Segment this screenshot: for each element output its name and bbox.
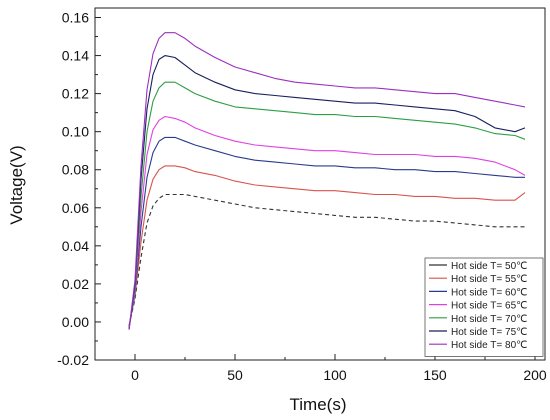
legend-label: Hot side T= 50℃ bbox=[451, 261, 527, 272]
legend-label: Hot side T= 75℃ bbox=[451, 327, 527, 338]
legend-label: Hot side T= 55℃ bbox=[451, 274, 527, 285]
y-tick-label: 0.14 bbox=[62, 48, 89, 64]
x-tick-label: 0 bbox=[131, 367, 139, 383]
x-tick-label: 50 bbox=[227, 367, 243, 383]
series-line-4 bbox=[128, 81, 526, 330]
legend-label: Hot side T= 65℃ bbox=[451, 301, 527, 312]
y-tick-label: 0.12 bbox=[62, 86, 89, 102]
axes-layer: 0 50 100 150 200 -0.02 0.00 0.02 0.04 0.06 0.08 0.1… bbox=[57, 7, 547, 383]
series-line-1 bbox=[128, 165, 526, 326]
plot-frame bbox=[94, 7, 546, 361]
series-layer bbox=[128, 32, 526, 330]
y-tick-label: 0.06 bbox=[62, 200, 89, 216]
y-axis-title: Voltage(V) bbox=[7, 145, 26, 224]
x-tick-label: 200 bbox=[523, 367, 547, 383]
y-tick-label: 0.10 bbox=[62, 124, 89, 140]
series-line-5 bbox=[128, 55, 526, 330]
legend: Hot side T= 50℃ Hot side T= 55℃ Hot side T… bbox=[424, 257, 544, 357]
series-line-6 bbox=[128, 32, 526, 330]
x-tick-label: 100 bbox=[323, 367, 347, 383]
legend-label: Hot side T= 80℃ bbox=[451, 340, 527, 351]
legend-label: Hot side T= 60℃ bbox=[451, 287, 527, 298]
y-tick-label: 0.08 bbox=[62, 162, 89, 178]
series-line-2 bbox=[128, 136, 525, 328]
x-axis-title: Time(s) bbox=[290, 395, 347, 414]
y-tick-label: -0.02 bbox=[57, 352, 89, 368]
y-tick-label: 0.16 bbox=[62, 10, 89, 26]
legend-box bbox=[424, 257, 544, 357]
y-tick-label: 0.02 bbox=[62, 276, 89, 292]
y-tick-label: 0.00 bbox=[62, 314, 89, 330]
series-line-3 bbox=[128, 115, 526, 328]
y-tick-label: 0.04 bbox=[62, 238, 89, 254]
x-tick-label: 150 bbox=[423, 367, 447, 383]
legend-label: Hot side T= 70℃ bbox=[451, 314, 527, 325]
